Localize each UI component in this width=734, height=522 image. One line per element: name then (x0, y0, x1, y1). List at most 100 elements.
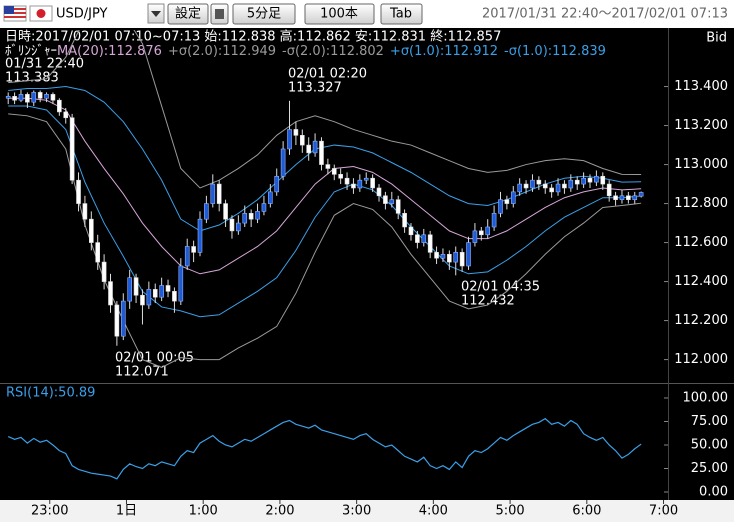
candle-body (178, 265, 184, 302)
candle-body (331, 168, 337, 175)
candle-body (498, 199, 503, 214)
candle-body (594, 175, 599, 183)
candle-body (491, 213, 497, 228)
candle-body (613, 195, 618, 200)
candle-body (319, 140, 324, 165)
candle-body (325, 164, 331, 169)
candle-body (453, 252, 459, 263)
rsi-title: RSI(14):50.89 (6, 386, 95, 401)
x-tick-label: 6:00 (572, 504, 601, 519)
candle-body (376, 187, 382, 197)
candle-body (619, 195, 625, 200)
candle-body (95, 242, 101, 263)
y-tick-label: 0.00 (699, 485, 728, 500)
timeframe-button[interactable]: 5分足 (232, 3, 296, 25)
candle-body (434, 252, 439, 259)
axes: 113.400 113.200 113.000 112.800 112.600 112.4… (31, 79, 728, 518)
legend-entry: +σ(1.0):112.912 (390, 44, 498, 59)
candle-body (165, 285, 171, 292)
y-tick-label: 25.00 (691, 461, 728, 476)
legend-entry: MA(20):112.876 (57, 44, 162, 59)
candle-body (37, 92, 43, 99)
annotation-time: 02/01 04:35 (461, 280, 540, 295)
x-tick-label: 2:00 (265, 504, 294, 519)
candle-body (357, 179, 363, 189)
y-tick-label: 113.400 (674, 79, 728, 94)
candle-body (261, 203, 267, 212)
draw-button[interactable] (210, 3, 229, 25)
candle-body (127, 277, 132, 302)
price-side: Bid (706, 31, 727, 46)
candle-body (114, 304, 120, 337)
band-line (8, 97, 642, 275)
candle-body (638, 192, 644, 197)
pair-label: USD/JPY (56, 7, 108, 22)
chart-background (0, 28, 734, 500)
y-tick-label: 75.00 (691, 414, 728, 429)
candle-body (351, 183, 356, 189)
candle-body (152, 289, 158, 298)
candle-body (197, 218, 203, 253)
candle-body (57, 99, 62, 113)
candle-body (549, 187, 554, 193)
candle-body (5, 96, 11, 99)
candle-body (69, 117, 75, 181)
y-tick-label: 100.00 (683, 390, 729, 405)
candle-body (415, 234, 420, 243)
candle-body (370, 177, 375, 189)
candle-body (216, 183, 222, 204)
x-tick-label: 1:00 (189, 504, 218, 519)
candle-body (18, 94, 24, 101)
candle-body (280, 148, 286, 177)
candle-body (120, 300, 126, 337)
candle-body (133, 277, 139, 296)
count-button[interactable]: 100本 (304, 3, 375, 25)
candle-body (210, 183, 216, 204)
candle-body (12, 96, 17, 101)
candle-body (172, 291, 177, 302)
candle-body (440, 253, 446, 259)
candle-body (562, 183, 567, 189)
candle-body (485, 226, 491, 236)
candle-body (466, 242, 471, 267)
settings-button[interactable]: 設定 (167, 3, 209, 25)
candle-body (600, 175, 606, 185)
legend-title: ﾎﾞﾘﾝｼﾞｬｰ (5, 44, 57, 59)
candle-body (82, 203, 88, 220)
candle-body (479, 230, 484, 236)
tab-button[interactable]: Tab (380, 3, 423, 25)
candle-body (184, 246, 190, 267)
button-label: 設定 (175, 6, 201, 22)
band-line (8, 30, 642, 189)
candle-body (626, 195, 631, 200)
x-tick-label: 23:00 (31, 504, 68, 519)
candle-body (312, 140, 318, 154)
jp-flag-sun (36, 9, 46, 18)
candle-body (191, 246, 196, 253)
candle-body (140, 294, 145, 306)
candle-body (389, 199, 395, 204)
legend-entry: -σ(2.0):112.802 (282, 44, 384, 59)
y-tick-label: 112.000 (674, 352, 728, 367)
candle-body (236, 222, 241, 232)
y-tick-label: 112.200 (674, 313, 728, 328)
x-tick-label: 5:00 (495, 504, 524, 519)
annotation-price: 113.383 (5, 71, 59, 86)
y-tick-label: 50.00 (691, 437, 728, 452)
button-label: 100本 (320, 7, 358, 22)
icon (215, 9, 224, 19)
annotation-time: 02/01 00:05 (115, 351, 194, 366)
candle-body (536, 179, 542, 185)
candle-body (268, 191, 273, 204)
pair-selector[interactable]: USD/JPY (3, 3, 165, 24)
x-tick-label: 4:00 (419, 504, 448, 519)
price-plot (5, 30, 644, 368)
candle-body (344, 177, 350, 185)
candle-body (293, 129, 299, 136)
candle-body (146, 289, 152, 306)
candle-body (395, 199, 401, 214)
candle-body (472, 230, 478, 243)
candle-body (408, 226, 414, 236)
candle-body (523, 183, 529, 189)
candle-body (402, 213, 407, 228)
